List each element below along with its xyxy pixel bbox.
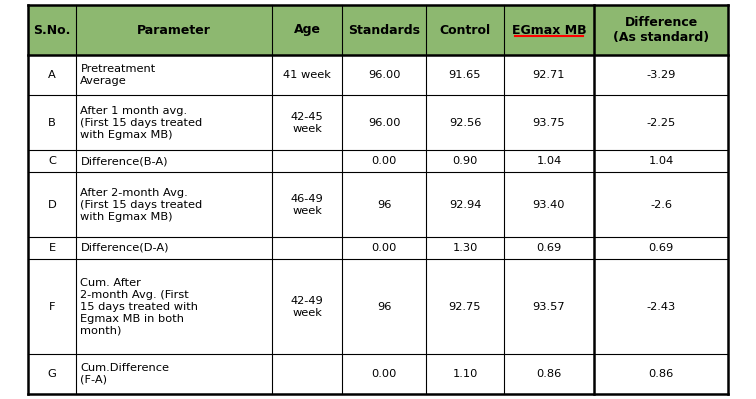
Text: Difference(B-A): Difference(B-A) (80, 156, 168, 166)
Text: 0.69: 0.69 (649, 243, 674, 253)
Bar (28, 55, 728, 95)
Text: Difference
(As standard): Difference (As standard) (613, 16, 709, 44)
Bar (28, 172, 728, 237)
Text: 1.04: 1.04 (536, 156, 562, 166)
Text: 0.69: 0.69 (536, 243, 562, 253)
Bar (28, 95, 728, 150)
Text: 93.75: 93.75 (532, 117, 565, 128)
Text: 92.56: 92.56 (449, 117, 481, 128)
Text: 42-49
week: 42-49 week (290, 296, 324, 318)
Text: 92.71: 92.71 (533, 70, 565, 80)
Text: Cum.Difference
(F-A): Cum.Difference (F-A) (80, 363, 169, 385)
Text: Difference(D-A): Difference(D-A) (80, 243, 169, 253)
Text: 92.75: 92.75 (449, 302, 482, 312)
Text: 96.00: 96.00 (368, 117, 401, 128)
Text: 42-45
week: 42-45 week (290, 111, 324, 134)
Bar (28, 354, 728, 394)
Text: 0.86: 0.86 (536, 369, 562, 379)
Text: A: A (48, 70, 56, 80)
Bar (28, 150, 728, 172)
Text: Cum. After
2-month Avg. (First
15 days treated with
Egmax MB in both
month): Cum. After 2-month Avg. (First 15 days t… (80, 277, 198, 336)
Text: Pretreatment
Average: Pretreatment Average (80, 64, 156, 86)
Text: After 1 month avg.
(First 15 days treated
with Egmax MB): After 1 month avg. (First 15 days treate… (80, 105, 203, 140)
Text: -2.43: -2.43 (646, 302, 676, 312)
Text: After 2-month Avg.
(First 15 days treated
with Egmax MB): After 2-month Avg. (First 15 days treate… (80, 188, 203, 221)
Text: Standards: Standards (349, 24, 420, 36)
Text: 46-49
week: 46-49 week (290, 194, 324, 215)
Text: 96: 96 (377, 302, 392, 312)
Text: 96: 96 (377, 200, 392, 209)
Text: -3.29: -3.29 (646, 70, 676, 80)
Text: B: B (48, 117, 56, 128)
Text: S.No.: S.No. (33, 24, 71, 36)
Text: -2.6: -2.6 (650, 200, 672, 209)
Text: Age: Age (293, 24, 321, 36)
Text: F: F (49, 302, 55, 312)
Text: G: G (48, 369, 57, 379)
Bar (28, 259, 728, 354)
Text: C: C (48, 156, 56, 166)
Text: E: E (48, 243, 56, 253)
Text: Control: Control (439, 24, 491, 36)
Bar (28, 5, 728, 55)
Text: 91.65: 91.65 (449, 70, 482, 80)
Text: 1.04: 1.04 (649, 156, 674, 166)
Text: 0.00: 0.00 (371, 156, 397, 166)
Text: 0.00: 0.00 (371, 369, 397, 379)
Text: 0.86: 0.86 (649, 369, 674, 379)
Text: 1.10: 1.10 (452, 369, 478, 379)
Text: 92.94: 92.94 (449, 200, 481, 209)
Bar (28, 237, 728, 259)
Text: 96.00: 96.00 (368, 70, 401, 80)
Text: Parameter: Parameter (138, 24, 211, 36)
Text: -2.25: -2.25 (646, 117, 676, 128)
Text: 93.57: 93.57 (532, 302, 565, 312)
Text: 0.00: 0.00 (371, 243, 397, 253)
Text: 0.90: 0.90 (452, 156, 478, 166)
Text: 1.30: 1.30 (452, 243, 478, 253)
Text: EGmax MB: EGmax MB (512, 24, 586, 36)
Text: D: D (48, 200, 57, 209)
Text: 93.40: 93.40 (533, 200, 565, 209)
Text: 41 week: 41 week (283, 70, 331, 80)
